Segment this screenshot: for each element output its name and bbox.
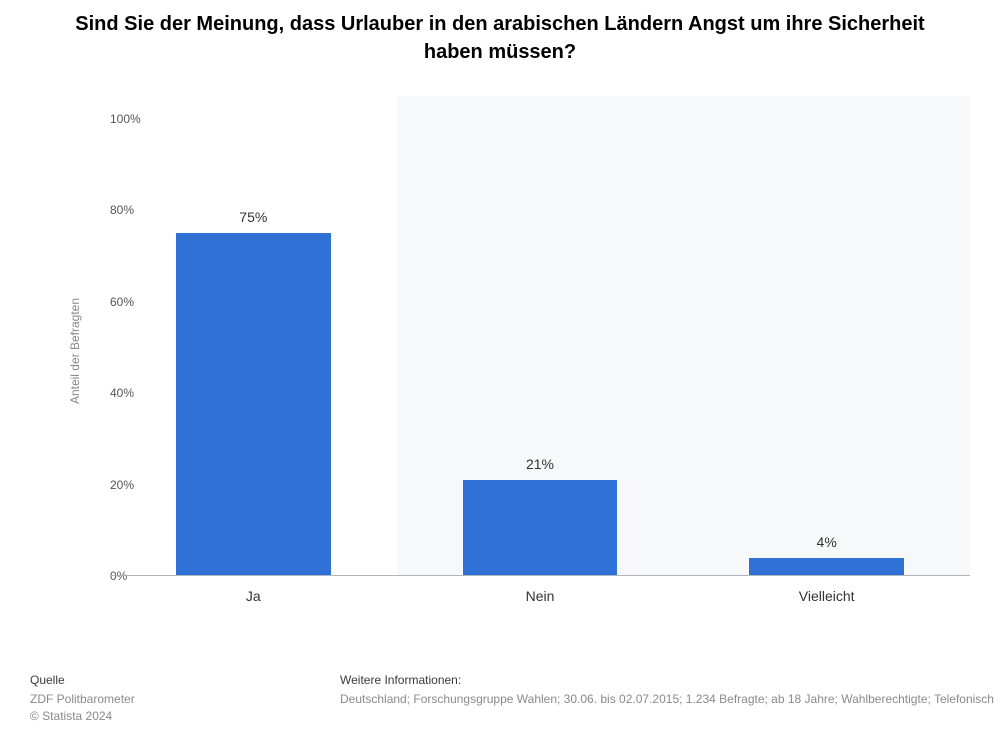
source-block: Quelle ZDF Politbarometer © Statista 202…: [30, 673, 340, 725]
bar: [176, 233, 331, 576]
footer: Quelle ZDF Politbarometer © Statista 202…: [30, 673, 1000, 725]
bar-value-label: 21%: [463, 456, 618, 472]
bar-value-label: 75%: [176, 209, 331, 225]
bar-value-label: 4%: [749, 534, 904, 550]
source-line-2: © Statista 2024: [30, 708, 340, 725]
y-tick-label: 60%: [110, 295, 118, 309]
chart-container: Anteil der Befragten 0%20%40%60%80%100% …: [30, 86, 970, 616]
gridline: [110, 119, 970, 120]
bar: [749, 558, 904, 576]
chart-title: Sind Sie der Meinung, dass Urlauber in d…: [0, 0, 1000, 66]
bar: [463, 480, 618, 576]
info-block: Weitere Informationen: Deutschland; Fors…: [340, 673, 1000, 725]
y-tick-label: 100%: [110, 112, 118, 126]
plot-area: 0%20%40%60%80%100% 75%21%4% JaNeinVielle…: [110, 96, 970, 576]
category-label: Ja: [110, 576, 397, 604]
y-axis-label: Anteil der Befragten: [68, 298, 82, 404]
category-label: Vielleicht: [683, 576, 970, 604]
info-body: Deutschland; Forschungsgruppe Wahlen; 30…: [340, 691, 1000, 708]
y-tick-label: 20%: [110, 478, 118, 492]
source-line-1: ZDF Politbarometer: [30, 691, 340, 708]
plot-band: [683, 96, 970, 576]
category-label: Nein: [397, 576, 684, 604]
info-title: Weitere Informationen:: [340, 673, 1000, 687]
y-tick-label: 40%: [110, 386, 118, 400]
y-tick-label: 80%: [110, 203, 118, 217]
source-title: Quelle: [30, 673, 340, 687]
